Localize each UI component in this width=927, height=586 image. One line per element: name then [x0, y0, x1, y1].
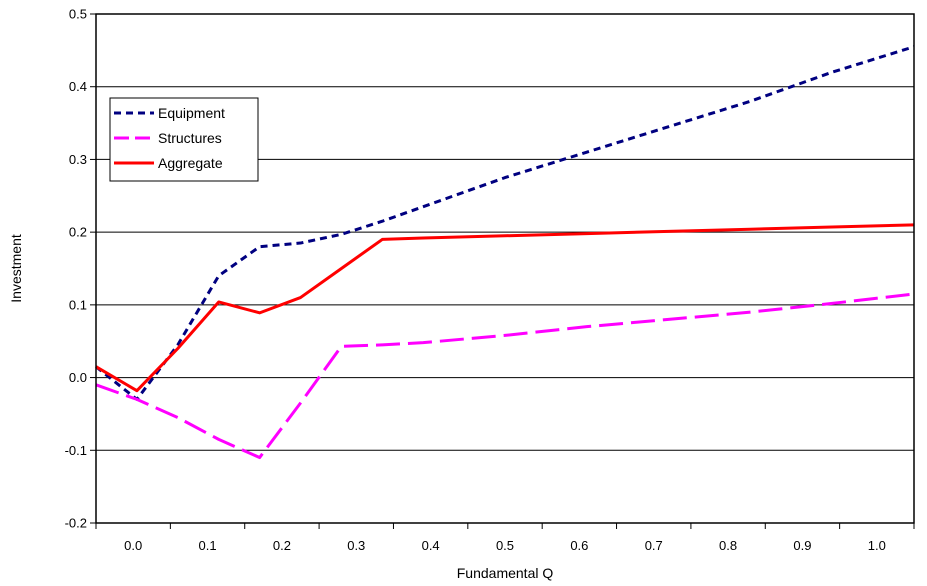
legend: Equipment Structures Aggregate: [109, 97, 259, 182]
y-tick-label: 0.3: [69, 152, 87, 167]
x-tick-label: 0.8: [719, 538, 737, 553]
x-tick-label: 0.0: [124, 538, 142, 553]
x-tick-label: 0.3: [347, 538, 365, 553]
y-tick-label: 0.5: [69, 7, 87, 22]
x-tick-label: 0.6: [570, 538, 588, 553]
legend-box: [109, 97, 259, 182]
y-tick-label: -0.1: [65, 443, 87, 458]
series-line-aggregate: [95, 223, 915, 393]
series-line-equipment: [95, 45, 915, 401]
x-axis-title: Fundamental Q: [457, 565, 554, 581]
plot-area-frame: [95, 13, 915, 524]
legend-label-equipment: Equipment: [158, 105, 225, 121]
x-tick-label: 0.9: [793, 538, 811, 553]
series-line-structures: [95, 292, 915, 460]
y-axis-ticks: -0.2 -0.1 0.0 0.1 0.2 0.3 0.4 0.5: [65, 7, 96, 531]
y-tick-label: 0.2: [69, 225, 87, 240]
x-tick-label: 0.5: [496, 538, 514, 553]
y-axis-title: Investment: [8, 234, 24, 303]
x-tick-label: 0.7: [645, 538, 663, 553]
series-lines: [95, 45, 915, 460]
x-tick-label: 0.1: [199, 538, 217, 553]
x-tick-label: 0.4: [422, 538, 440, 553]
y-tick-label: -0.2: [65, 516, 87, 531]
legend-label-structures: Structures: [158, 130, 222, 146]
y-tick-label: 0.1: [69, 297, 87, 312]
x-tick-label: 0.2: [273, 538, 291, 553]
y-tick-label: 0.0: [69, 370, 87, 385]
y-tick-label: 0.4: [69, 79, 87, 94]
x-axis-ticks: 0.0 0.1 0.2 0.3 0.4 0.5 0.6 0.7 0.8 0.9 1.0: [95, 523, 915, 553]
legend-label-aggregate: Aggregate: [158, 155, 223, 171]
x-tick-label: 1.0: [868, 538, 886, 553]
